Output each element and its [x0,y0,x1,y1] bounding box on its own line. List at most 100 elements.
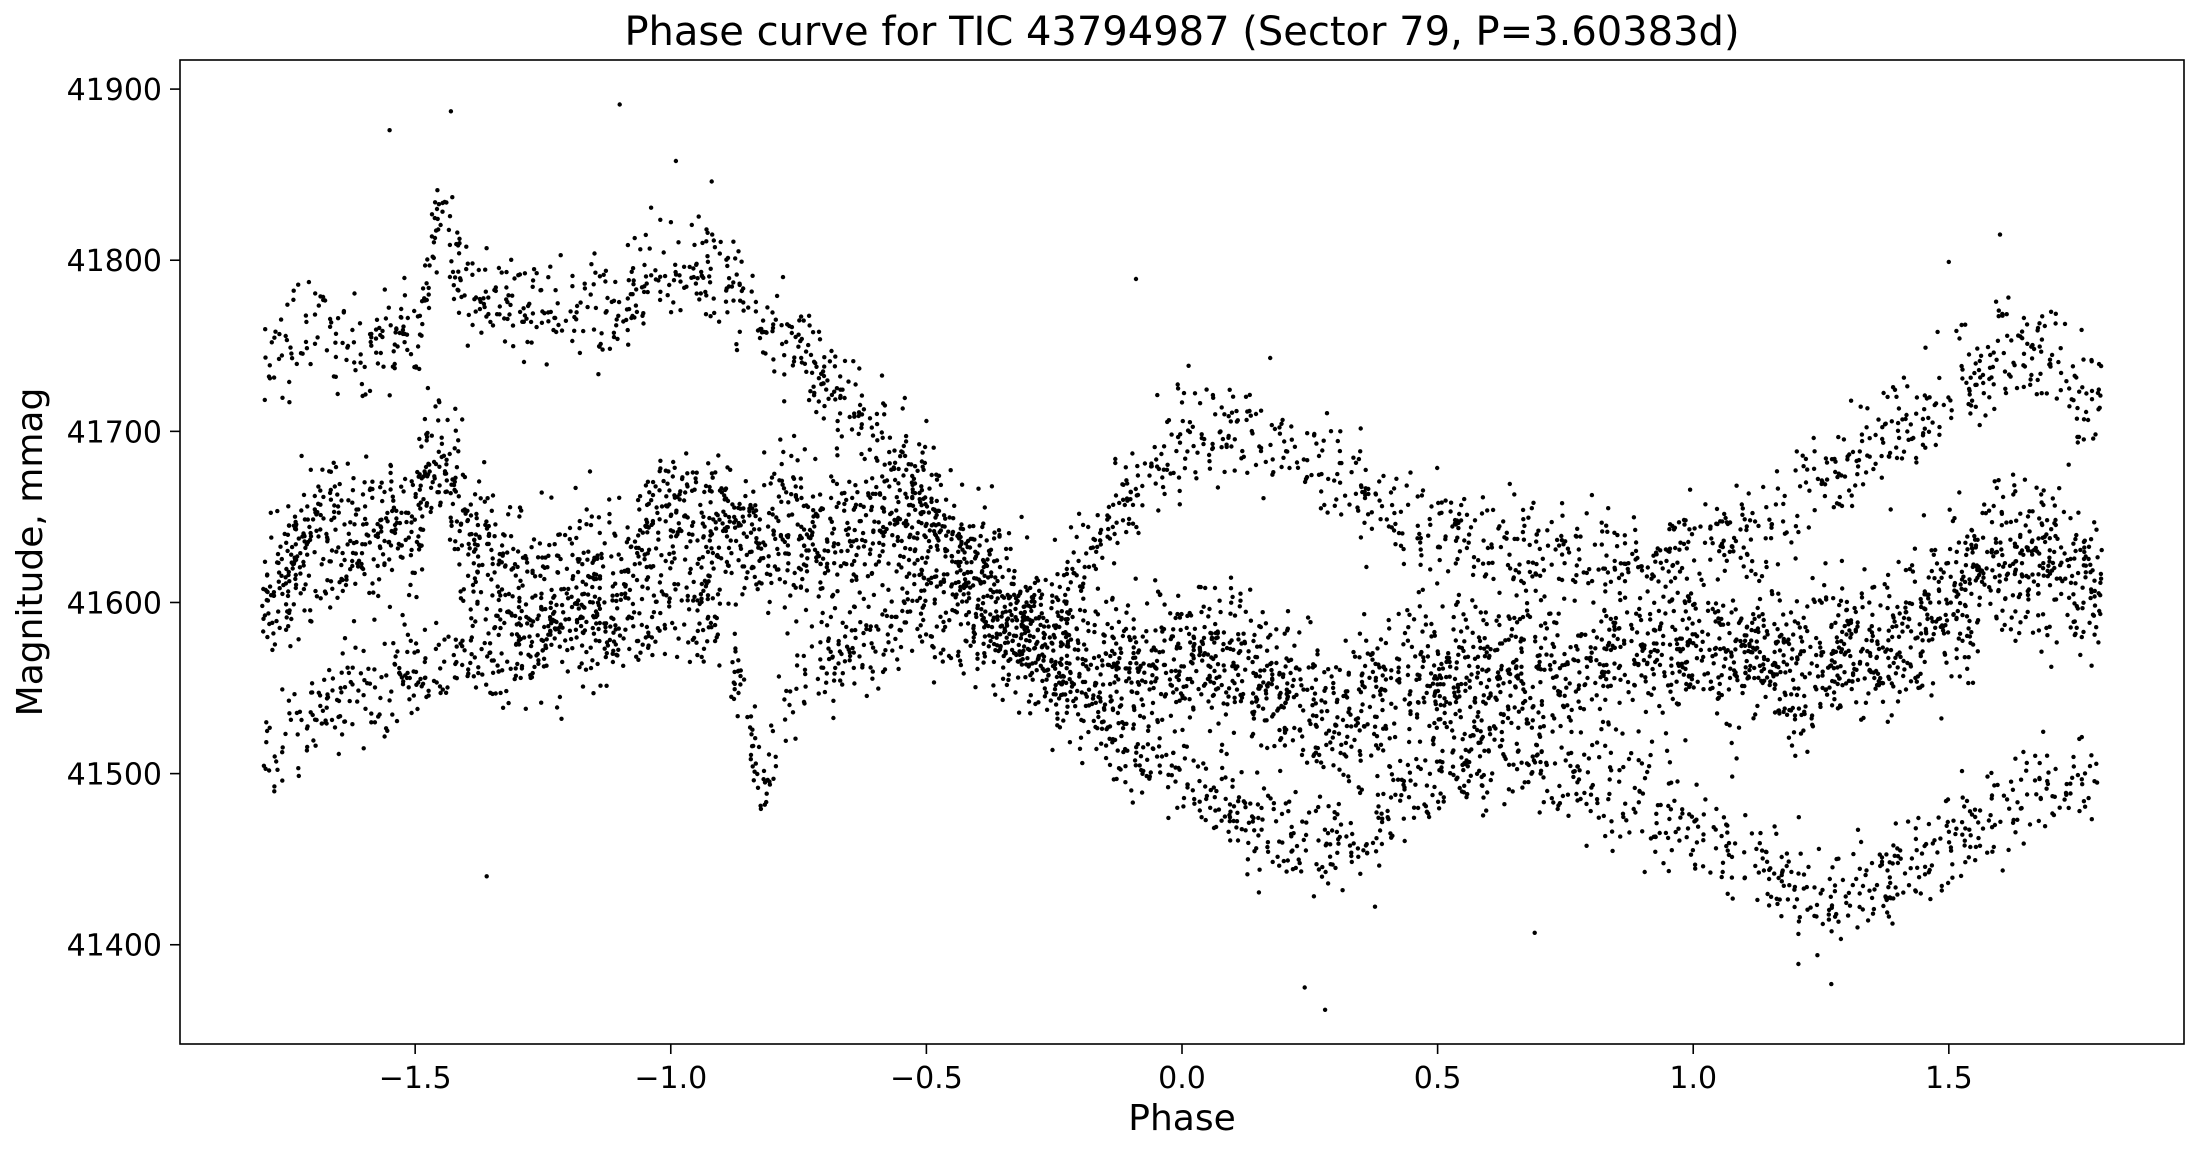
data-point [634,577,640,583]
data-point [1319,471,1324,477]
data-point [387,557,392,562]
data-point [406,510,411,516]
data-point [1053,666,1058,671]
data-point [1713,619,1718,624]
data-point [1190,424,1196,429]
data-point [1930,637,1935,642]
data-point [1772,649,1777,655]
data-point [1526,560,1531,565]
data-point [1854,876,1859,882]
data-point [1338,822,1344,827]
data-point [1104,599,1109,604]
data-point [419,333,424,338]
data-point [340,340,345,346]
data-point [748,752,754,758]
data-point [1592,542,1598,547]
data-point [1431,663,1437,668]
data-point [304,346,310,351]
data-point [1147,473,1152,478]
data-point [521,635,527,640]
data-point [720,521,725,526]
data-point [291,602,296,607]
data-point [2089,397,2095,402]
data-point [1055,711,1060,716]
data-point [936,538,941,543]
data-point [1967,809,1973,814]
data-point [1836,919,1841,924]
data-point [1177,488,1182,494]
data-point [1836,645,1842,650]
data-point [853,627,858,633]
data-point [2017,630,2022,636]
data-point [336,751,341,757]
data-point [896,499,901,505]
data-point [1124,610,1129,615]
data-point [1703,797,1708,802]
data-point [887,461,892,466]
data-point [1589,492,1595,498]
data-point [855,490,860,495]
data-point [454,241,459,247]
data-point [2099,547,2104,553]
data-point [1444,699,1449,705]
data-point [1948,600,1954,605]
data-point [1187,715,1193,720]
data-point [1929,548,1934,553]
data-point [758,556,764,561]
data-point [1103,651,1109,656]
data-point [1453,561,1459,566]
data-point [849,562,855,567]
data-point [1317,752,1322,758]
data-point [486,541,491,547]
data-point [287,400,292,405]
data-point [1901,375,1907,380]
data-point [717,517,722,522]
data-point [1027,638,1032,644]
data-point [1880,645,1886,650]
data-point [1799,639,1805,644]
data-point [1117,656,1122,661]
data-point [1387,626,1392,631]
data-point [1131,626,1136,631]
data-point [1751,716,1756,721]
data-point [1989,793,1995,798]
data-point [832,606,838,611]
data-point [1787,668,1793,673]
data-point [280,687,285,692]
data-point [653,639,658,644]
data-point [752,574,757,580]
data-point [1185,449,1190,454]
data-point [1902,871,1908,876]
data-point [490,493,496,498]
data-point [1640,791,1646,796]
data-point [1905,429,1910,434]
data-point [1005,616,1011,621]
data-point [1325,708,1330,714]
data-point [351,340,357,345]
data-point [934,624,939,629]
data-point [1667,816,1672,822]
data-point [1957,674,1963,679]
data-point [801,653,806,659]
data-point [1383,677,1389,682]
data-point [755,587,760,592]
data-point [1634,630,1640,635]
data-point [642,557,647,562]
data-point [1315,652,1320,657]
data-point [1114,520,1119,525]
data-point [1589,578,1595,584]
data-point [265,589,270,595]
data-point [710,596,715,601]
data-point [1228,838,1233,843]
data-point [1204,387,1209,392]
data-point [1441,682,1446,687]
data-point [1798,731,1804,736]
data-point [934,568,939,573]
data-point [367,590,372,596]
data-point [1261,786,1267,791]
data-point [1988,813,1993,818]
data-point [607,511,612,517]
data-point [1250,659,1255,665]
data-point [662,273,668,279]
data-point [1125,603,1131,608]
